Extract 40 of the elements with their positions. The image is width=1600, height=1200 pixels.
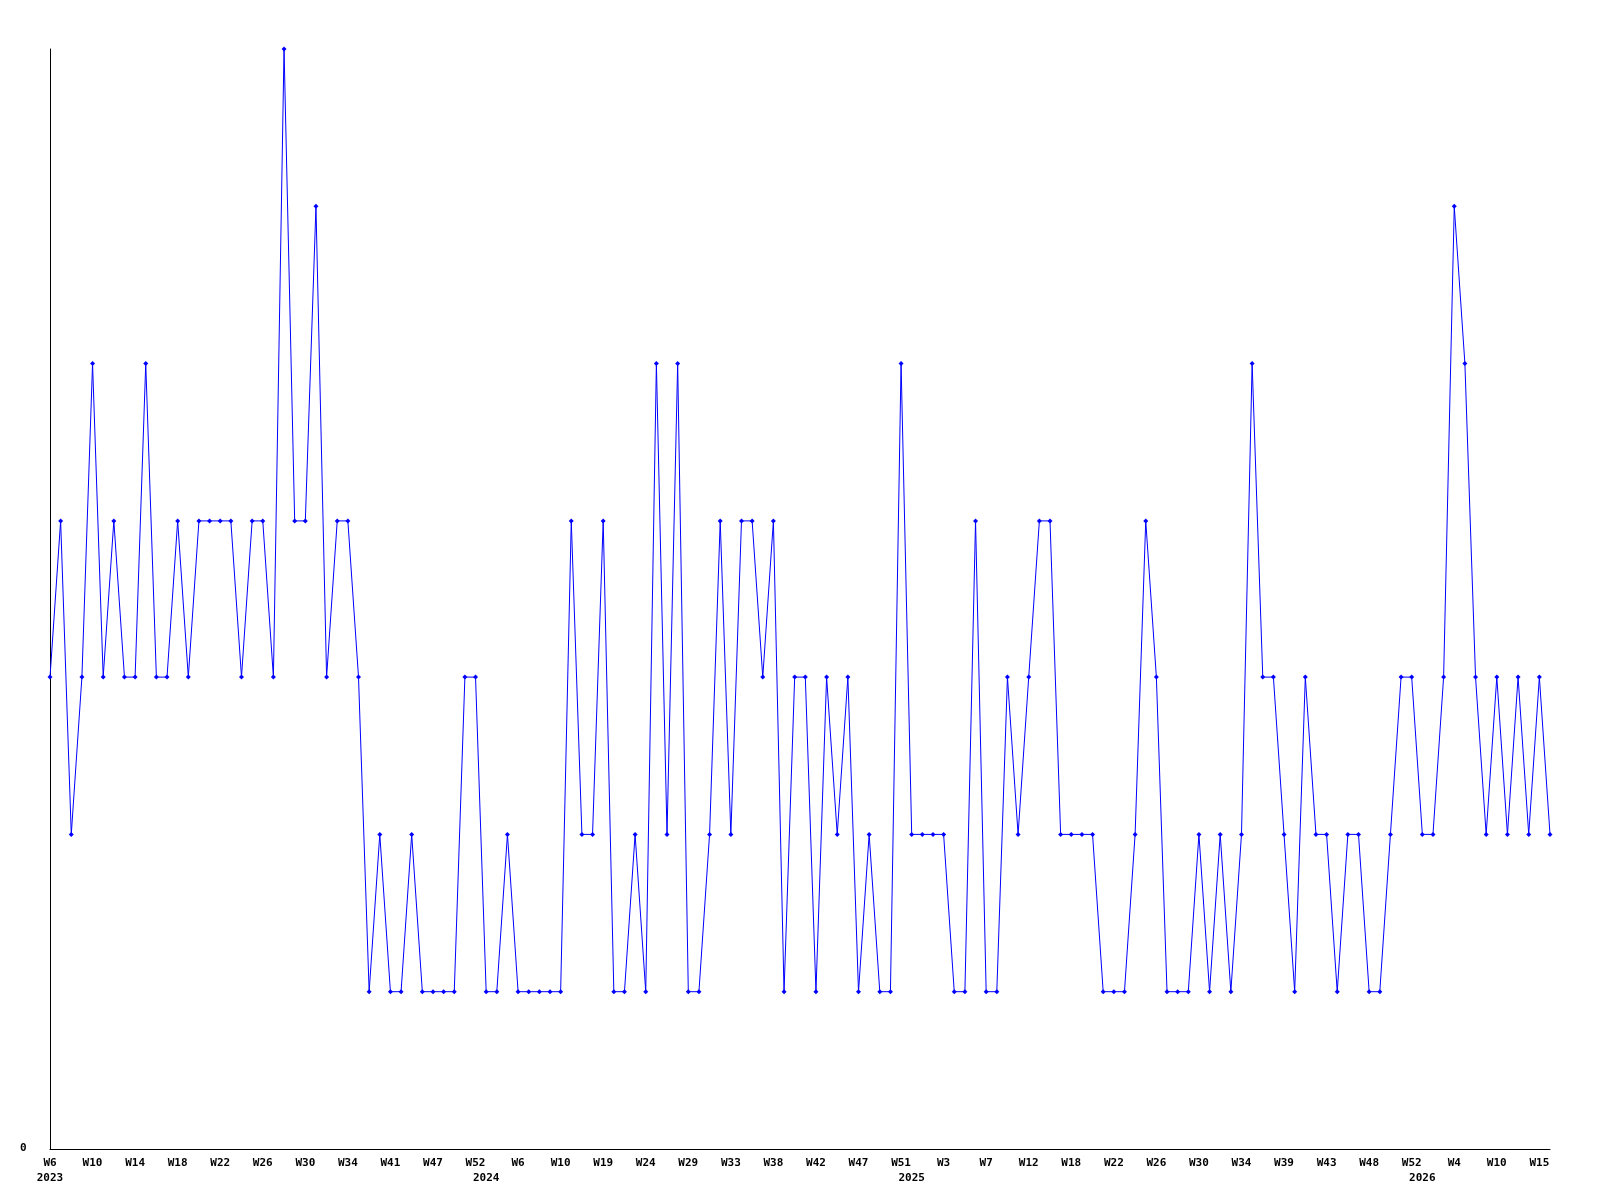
x-tick-label: W26	[252, 1156, 274, 1169]
x-tick-label: W48	[1359, 1156, 1380, 1169]
x-tick-label: W43	[1316, 1156, 1337, 1169]
x-tick-label: W14	[125, 1156, 146, 1169]
x-tick-label: W34	[1231, 1156, 1252, 1169]
x-tick-label: W4	[1447, 1156, 1462, 1169]
x-tick-label: W33	[720, 1156, 741, 1169]
x-tick-label: W22	[210, 1156, 231, 1169]
x-tick-label: W29	[678, 1156, 699, 1169]
x-tick-label: W47	[423, 1156, 443, 1169]
x-tick-label: W30	[295, 1156, 316, 1169]
x-tick-label: 2024	[472, 1171, 500, 1184]
x-tick-label: W3	[936, 1156, 951, 1169]
x-tick-label: 2025	[898, 1171, 925, 1184]
x-tick-label: W15	[1529, 1156, 1550, 1169]
x-tick-label: W24	[635, 1156, 657, 1169]
x-tick-label: W6	[511, 1156, 526, 1169]
x-tick-label: W52	[1401, 1156, 1422, 1169]
x-tick-label: W19	[593, 1156, 614, 1169]
x-tick-label: 2026	[1409, 1171, 1436, 1184]
x-tick-label: W7	[979, 1156, 993, 1169]
x-tick-label: W38	[763, 1156, 784, 1169]
x-tick-label: W42	[806, 1156, 826, 1169]
x-tick-label: W6 2023	[36, 1156, 64, 1184]
x-tick-label: W22	[1103, 1156, 1124, 1169]
x-tick-label: W10	[82, 1156, 103, 1169]
x-tick-label: W47	[848, 1156, 869, 1169]
x-tick-label: W41	[380, 1156, 401, 1169]
x-tick-label: W12	[1018, 1156, 1039, 1169]
x-tick-label: W30	[1189, 1156, 1209, 1169]
x-tick-label: W10	[550, 1156, 571, 1169]
x-tick-label: W18	[1061, 1156, 1082, 1169]
x-tick-label: W18	[167, 1156, 188, 1169]
x-tick-label: W51	[891, 1156, 912, 1169]
x-tick-label: W39	[1274, 1156, 1294, 1169]
x-tick-label: W10	[1486, 1156, 1507, 1169]
text: 0	[20, 1141, 27, 1154]
x-tick-label: W34	[337, 1156, 359, 1169]
x-tick-label: W52	[465, 1156, 486, 1169]
x-tick-label: W26	[1146, 1156, 1167, 1169]
